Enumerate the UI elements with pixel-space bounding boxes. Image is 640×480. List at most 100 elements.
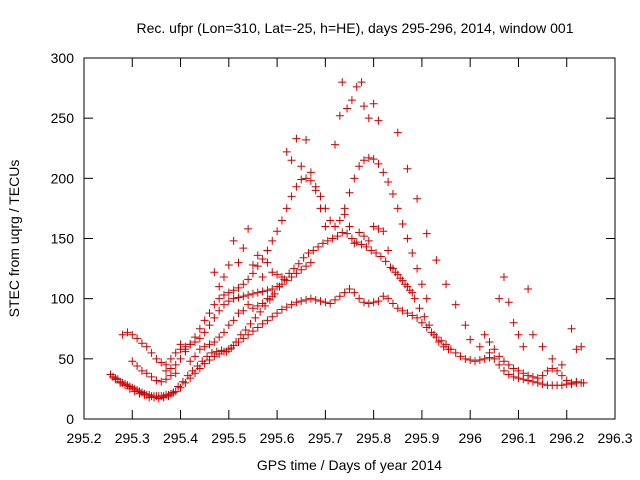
data-point bbox=[369, 99, 378, 108]
data-point bbox=[388, 299, 397, 308]
y-axis-label: STEC from uqrg / TECUs bbox=[6, 160, 22, 318]
data-point bbox=[198, 357, 207, 366]
data-point bbox=[340, 210, 349, 219]
data-point bbox=[215, 333, 224, 342]
data-point bbox=[495, 294, 504, 303]
data-point bbox=[543, 366, 552, 375]
data-point bbox=[557, 371, 566, 380]
data-point bbox=[232, 337, 241, 346]
data-point bbox=[137, 339, 146, 348]
data-point bbox=[166, 371, 175, 380]
data-point bbox=[277, 216, 286, 225]
data-point bbox=[121, 381, 130, 390]
x-tick-label: 295.3 bbox=[115, 430, 150, 446]
data-point bbox=[572, 345, 581, 354]
data-point bbox=[422, 229, 431, 238]
data-point bbox=[347, 234, 356, 243]
data-point bbox=[475, 342, 484, 351]
data-point bbox=[159, 393, 168, 402]
data-point bbox=[509, 318, 518, 327]
data-point bbox=[548, 354, 557, 363]
data-point bbox=[273, 227, 282, 236]
data-point bbox=[374, 116, 383, 125]
data-point bbox=[152, 376, 161, 385]
data-point bbox=[297, 162, 306, 171]
data-point bbox=[273, 282, 282, 291]
data-point bbox=[229, 316, 238, 325]
data-point bbox=[241, 325, 250, 334]
data-point bbox=[297, 265, 306, 274]
data-point bbox=[166, 354, 175, 363]
data-point bbox=[413, 264, 422, 273]
data-point bbox=[357, 240, 366, 249]
x-axis-label: GPS time / Days of year 2014 bbox=[257, 457, 442, 473]
data-point bbox=[572, 377, 581, 386]
data-point bbox=[331, 140, 340, 149]
data-points bbox=[106, 78, 588, 403]
data-point bbox=[364, 236, 373, 245]
y-tick-label: 50 bbox=[58, 351, 74, 367]
data-point bbox=[364, 114, 373, 123]
data-point bbox=[429, 330, 438, 339]
data-point bbox=[219, 300, 228, 309]
data-point bbox=[471, 357, 480, 366]
data-point bbox=[292, 182, 301, 191]
data-point bbox=[219, 328, 228, 337]
data-point bbox=[369, 155, 378, 164]
data-point bbox=[442, 280, 451, 289]
data-point bbox=[403, 282, 412, 291]
data-point bbox=[246, 319, 255, 328]
data-point bbox=[359, 298, 368, 307]
data-point bbox=[408, 288, 417, 297]
data-point bbox=[466, 335, 475, 344]
data-point bbox=[388, 189, 397, 198]
data-point bbox=[567, 324, 576, 333]
data-point bbox=[306, 176, 315, 185]
data-point bbox=[210, 300, 219, 309]
data-point bbox=[509, 364, 518, 373]
data-point bbox=[302, 174, 311, 183]
data-point bbox=[461, 354, 470, 363]
data-point bbox=[248, 269, 257, 278]
data-point bbox=[350, 288, 359, 297]
data-point bbox=[499, 273, 508, 282]
data-point bbox=[326, 299, 335, 308]
data-point bbox=[504, 360, 513, 369]
data-point bbox=[282, 303, 291, 312]
data-point bbox=[403, 164, 412, 173]
data-point bbox=[359, 102, 368, 111]
data-point bbox=[514, 374, 523, 383]
data-point bbox=[130, 387, 139, 396]
data-point bbox=[183, 371, 192, 380]
data-point bbox=[263, 258, 272, 267]
data-point bbox=[203, 352, 212, 361]
x-tick-label: 295.8 bbox=[356, 430, 391, 446]
y-tick-label: 250 bbox=[51, 110, 75, 126]
data-point bbox=[306, 168, 315, 177]
data-point bbox=[222, 347, 231, 356]
data-point bbox=[331, 222, 340, 231]
data-point bbox=[169, 388, 178, 397]
data-point bbox=[258, 273, 267, 282]
data-point bbox=[398, 220, 407, 229]
data-point bbox=[287, 192, 296, 201]
data-point bbox=[519, 342, 528, 351]
data-point bbox=[176, 340, 185, 349]
data-point bbox=[258, 319, 267, 328]
data-point bbox=[248, 260, 257, 269]
data-point bbox=[171, 369, 180, 378]
data-point bbox=[162, 360, 171, 369]
data-point bbox=[282, 204, 291, 213]
y-tick-label: 100 bbox=[51, 291, 75, 307]
data-point bbox=[490, 354, 499, 363]
data-point bbox=[403, 234, 412, 243]
data-point bbox=[205, 340, 214, 349]
data-point bbox=[388, 264, 397, 273]
data-point bbox=[309, 246, 318, 255]
data-point bbox=[200, 328, 209, 337]
y-tick-label: 300 bbox=[51, 50, 75, 66]
data-point bbox=[352, 82, 361, 91]
data-point bbox=[432, 256, 441, 265]
data-point bbox=[157, 358, 166, 367]
